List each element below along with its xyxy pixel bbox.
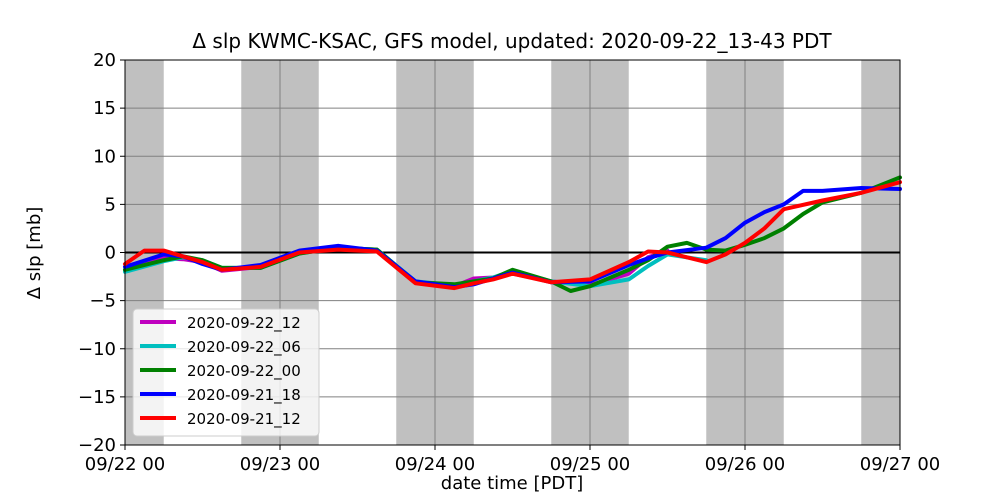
y-tick-label: −10 <box>78 339 116 360</box>
y-tick-label: 0 <box>105 243 116 264</box>
x-tick-label: 09/23 00 <box>240 454 321 475</box>
series-lines <box>123 175 902 293</box>
legend: 2020-09-22_12 2020-09-22_06 2020-09-22_00 2… <box>132 308 320 437</box>
legend-label: 2020-09-22_06 <box>187 338 301 357</box>
legend-label: 2020-09-21_12 <box>187 410 301 429</box>
x-axis-label: date time [PDT] <box>441 473 583 494</box>
x-axis: 09/22 00 09/23 00 09/24 00 09/25 00 09/26 00… <box>85 445 941 475</box>
y-tick-label: 20 <box>93 50 116 71</box>
x-tick-label: 09/22 00 <box>85 454 166 475</box>
y-tick-label: −5 <box>89 291 116 312</box>
y-tick-label: −15 <box>78 387 116 408</box>
y-tick-label: 10 <box>93 146 116 167</box>
chart-title: Δ slp KWMC-KSAC, GFS model, updated: 202… <box>192 29 832 53</box>
y-tick-label: 5 <box>105 194 116 215</box>
series-line-2020-09-21_12 <box>123 180 902 291</box>
y-axis-label: Δ slp [mb] <box>24 207 45 300</box>
x-tick-label: 09/25 00 <box>550 454 631 475</box>
legend-label: 2020-09-21_18 <box>187 386 301 405</box>
legend-box <box>132 308 320 437</box>
legend-label: 2020-09-22_00 <box>187 362 301 381</box>
x-tick-label: 09/24 00 <box>395 454 476 475</box>
y-tick-label: 15 <box>93 98 116 119</box>
y-tick-label: −20 <box>78 435 116 456</box>
legend-label: 2020-09-22_12 <box>187 314 301 333</box>
x-tick-label: 09/26 00 <box>705 454 786 475</box>
x-tick-label: 09/27 00 <box>860 454 941 475</box>
y-axis: 20 15 10 5 0 −5 −10 −15 −20 <box>78 50 125 456</box>
